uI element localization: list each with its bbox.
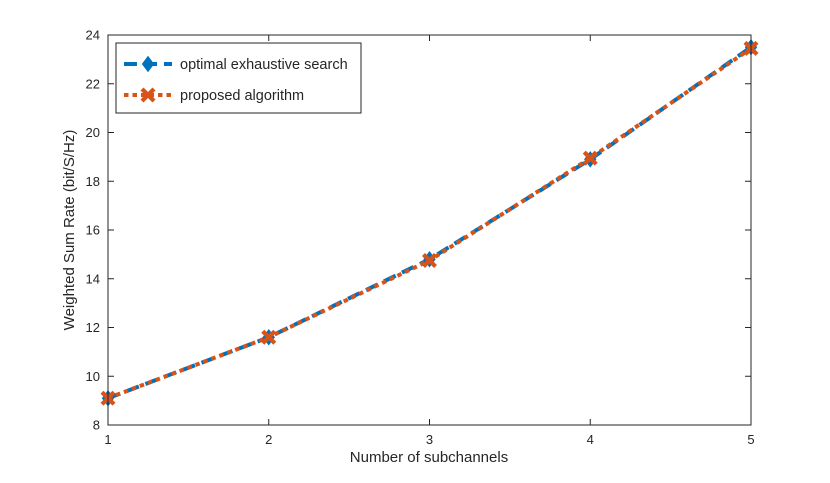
y-tick-label: 18 (86, 174, 100, 189)
legend: optimal exhaustive search proposed algori… (115, 42, 362, 114)
x-axis-label: Number of subchannels (350, 449, 508, 466)
legend-entry: proposed algorithm (124, 87, 304, 104)
y-tick-label: 24 (86, 28, 100, 43)
legend-label: optimal exhaustive search (180, 57, 348, 73)
y-tick-label: 8 (93, 418, 100, 433)
y-tick-label: 20 (86, 125, 100, 140)
y-axis-label: Weighted Sum Rate (bit/S/Hz) (61, 130, 78, 331)
x-tick-label: 1 (104, 432, 111, 447)
y-tick-label: 14 (86, 271, 100, 286)
x-tick-label: 2 (265, 432, 272, 447)
data-point (261, 329, 277, 345)
data-point (582, 150, 598, 166)
legend-swatch-marker (141, 55, 155, 73)
y-tick-label: 10 (86, 369, 100, 384)
data-point (422, 252, 437, 268)
y-tick-label: 12 (86, 320, 100, 335)
y-tick-label: 22 (86, 76, 100, 91)
x-tick-label: 3 (426, 432, 433, 447)
legend-entry: optimal exhaustive search (124, 55, 348, 73)
y-tick-label: 16 (86, 223, 100, 238)
legend-swatch-marker (140, 87, 156, 103)
legend-label: proposed algorithm (180, 88, 304, 104)
legend-box (115, 42, 362, 114)
x-tick-label: 4 (587, 432, 594, 447)
x-tick-label: 5 (747, 432, 754, 447)
